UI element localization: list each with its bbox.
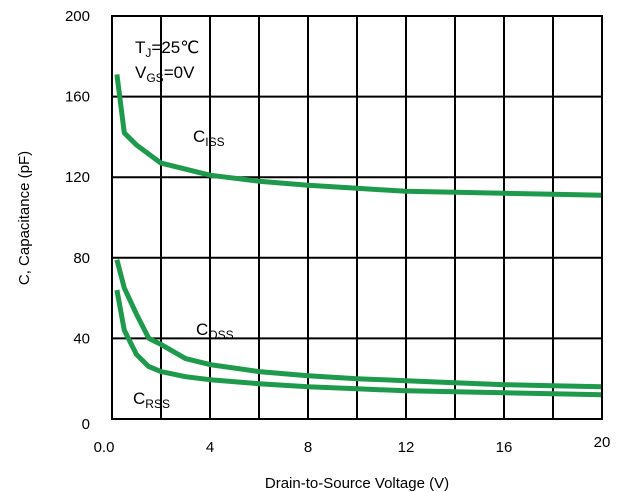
y-axis-label: C, Capacitance (pF) — [16, 151, 33, 285]
x-axis-label: Drain-to-Source Voltage (V) — [265, 475, 449, 492]
x-tick-label: 0.0 — [94, 439, 115, 456]
plot-frame — [111, 15, 603, 420]
y-tick-label: 80 — [73, 250, 90, 267]
x-tick-label: 8 — [304, 439, 312, 456]
x-tick-label: 4 — [206, 439, 214, 456]
y-tick-label: 0 — [82, 416, 90, 433]
x-tick-label: 12 — [398, 439, 415, 456]
grid-lines — [112, 16, 602, 419]
series-line-ciss — [114, 74, 603, 198]
x-tick-label: 16 — [496, 439, 513, 456]
y-tick-labels: 0 40 80 120 160 200 — [65, 8, 90, 433]
gate-voltage-note: VGS=0V — [135, 63, 195, 85]
x-tick-labels: 0.0 4 8 12 16 20 — [94, 434, 611, 456]
series-lines — [114, 74, 603, 398]
series-line-crss — [114, 289, 603, 398]
series-line-coss — [114, 259, 603, 390]
coss-label: COSS — [196, 320, 234, 342]
ciss-label: CISS — [193, 127, 225, 149]
y-tick-label: 160 — [65, 89, 90, 106]
y-tick-label: 200 — [65, 8, 90, 25]
crss-label: CRSS — [133, 389, 170, 411]
y-tick-label: 40 — [73, 330, 90, 347]
x-tick-label: 20 — [594, 434, 611, 451]
junction-temperature-note: TJ=25℃ — [135, 38, 199, 60]
y-tick-label: 120 — [65, 169, 90, 186]
